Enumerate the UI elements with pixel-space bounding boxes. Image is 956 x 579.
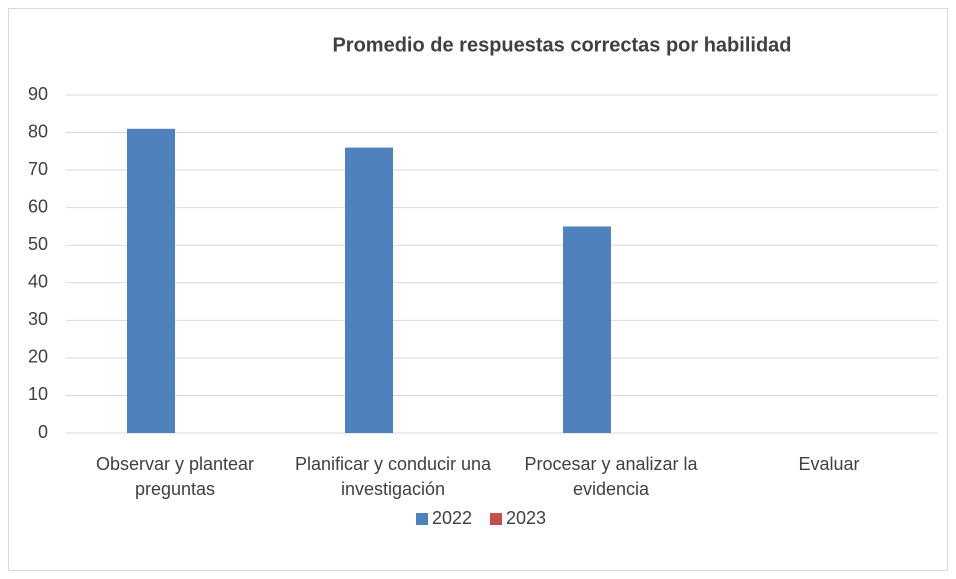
x-tick-label: Procesar y analizar la evidencia	[524, 454, 698, 499]
y-tick-label: 0	[38, 422, 48, 442]
legend-swatch	[416, 513, 428, 525]
x-tick-label: Planificar y conducir una investigación	[294, 454, 492, 499]
y-tick-label: 10	[28, 384, 48, 404]
y-tick-label: 60	[28, 196, 48, 216]
bar	[127, 128, 175, 434]
y-tick-label: 80	[28, 121, 48, 141]
legend-label: 2023	[506, 508, 546, 528]
x-tick-label: Evaluar	[798, 454, 860, 474]
y-tick-label: 70	[28, 159, 48, 179]
chart-title: Promedio de respuestas correctas por hab…	[332, 34, 791, 56]
y-tick-label: 20	[28, 347, 48, 367]
legend-label: 2022	[432, 508, 472, 528]
y-tick-label: 90	[28, 84, 48, 104]
y-tick-label: 40	[28, 272, 48, 292]
y-tick-label: 30	[28, 309, 48, 329]
y-tick-label: 50	[28, 234, 48, 254]
bar	[345, 147, 393, 434]
bar	[563, 226, 611, 433]
x-tick-label: Observar y plantear preguntas	[95, 454, 255, 499]
legend-swatch	[490, 513, 502, 525]
